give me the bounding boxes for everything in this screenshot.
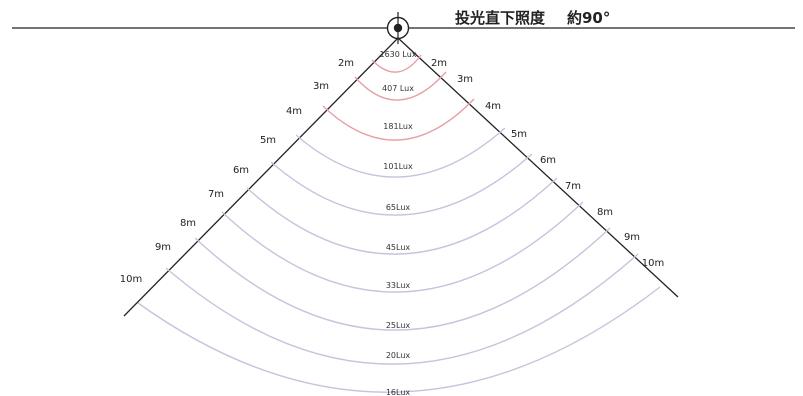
lamp-icon bbox=[386, 12, 410, 44]
title-label: 投光直下照度 bbox=[455, 9, 546, 27]
distance-label-right: 3m bbox=[457, 74, 473, 85]
lux-label: 33Lux bbox=[386, 281, 411, 290]
illuminance-arc bbox=[322, 98, 475, 141]
distance-label-left: 9m bbox=[155, 242, 171, 253]
beam-edge-left bbox=[123, 37, 399, 317]
distance-label-left: 7m bbox=[208, 189, 224, 200]
lux-labels: 1630 Lux 407 Lux 181Lux 101Lux 65Lux 45Lux 33L… bbox=[379, 50, 416, 396]
distance-label-left: 5m bbox=[260, 135, 276, 146]
illuminance-arc bbox=[371, 54, 422, 73]
illuminance-arc bbox=[137, 286, 661, 393]
distance-label-left: 3m bbox=[313, 81, 329, 92]
distance-labels-right: 2m 3m 4m 5m 6m 7m 8m 9m 10m bbox=[431, 58, 664, 269]
distance-label-left: 8m bbox=[180, 218, 196, 229]
lux-label: 16Lux bbox=[386, 388, 411, 396]
distance-label-right: 5m bbox=[511, 129, 527, 140]
lux-label: 65Lux bbox=[386, 203, 411, 212]
distance-label-right: 4m bbox=[485, 101, 501, 112]
distance-labels-left: 2m 3m 4m 5m 6m 7m 8m 9m 10m bbox=[120, 58, 354, 285]
lux-label: 181Lux bbox=[383, 122, 413, 131]
distance-label-right: 10m bbox=[642, 258, 664, 269]
beam-edge-right bbox=[397, 37, 679, 298]
illuminance-arc bbox=[354, 71, 447, 101]
distance-label-left: 10m bbox=[120, 274, 142, 285]
distance-label-right: 8m bbox=[597, 207, 613, 218]
illuminance-arc bbox=[221, 201, 584, 293]
illuminance-arcs bbox=[137, 54, 661, 393]
distance-label-left: 6m bbox=[233, 165, 249, 176]
distance-label-right: 2m bbox=[431, 58, 447, 69]
illuminance-arc bbox=[194, 227, 611, 331]
distance-label-right: 6m bbox=[540, 155, 556, 166]
lux-label: 20Lux bbox=[386, 351, 411, 360]
illuminance-arc bbox=[246, 177, 558, 255]
illuminance-arc bbox=[165, 253, 639, 365]
lux-label: 45Lux bbox=[386, 243, 411, 252]
lux-label: 101Lux bbox=[383, 162, 413, 171]
distance-label-right: 7m bbox=[565, 181, 581, 192]
distance-label-left: 2m bbox=[338, 58, 354, 69]
lux-label: 407 Lux bbox=[382, 84, 414, 93]
lux-label: 1630 Lux bbox=[379, 50, 416, 59]
illuminance-arc bbox=[295, 127, 506, 178]
illuminance-arc bbox=[270, 153, 533, 216]
distance-label-right: 9m bbox=[624, 232, 640, 243]
distance-label-left: 4m bbox=[286, 106, 302, 117]
lux-label: 25Lux bbox=[386, 321, 411, 330]
title-value: 約90° bbox=[567, 9, 610, 27]
